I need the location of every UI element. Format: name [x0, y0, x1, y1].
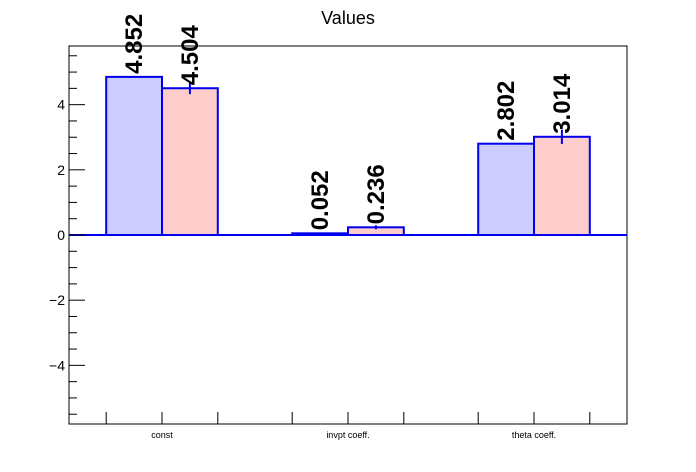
- labels-layer: 4.852 0.052 2.802 4.504 0.236 3.014 −4 −2 0 2 4 con…: [49, 14, 576, 440]
- data-label-series2-1: 0.236: [363, 164, 390, 224]
- data-label-series2-2: 3.014: [549, 73, 576, 134]
- category-label-2: theta coeff.: [512, 430, 556, 440]
- data-label-series1-1: 0.052: [307, 170, 334, 230]
- category-label-0: const: [151, 430, 173, 440]
- y-tick-label: 0: [57, 227, 65, 243]
- bar-series1-2: [477, 142, 536, 236]
- y-tick-label: −2: [49, 292, 65, 308]
- y-tick-label: −4: [49, 357, 65, 373]
- y-tick-label: 2: [57, 162, 65, 178]
- y-tick-label: 4: [57, 97, 65, 113]
- ticks-layer: [69, 55, 591, 424]
- data-label-series2-0: 4.504: [177, 25, 204, 86]
- data-label-series1-0: 4.852: [121, 14, 148, 74]
- chart-title: Values: [321, 8, 375, 28]
- category-label-1: invpt coeff.: [326, 430, 369, 440]
- data-label-series1-2: 2.802: [493, 81, 520, 141]
- bar-series1-0: [105, 75, 163, 236]
- bar-series2-0: [161, 87, 219, 237]
- bars-layer: [69, 75, 627, 237]
- bar-series2-2: [533, 135, 591, 236]
